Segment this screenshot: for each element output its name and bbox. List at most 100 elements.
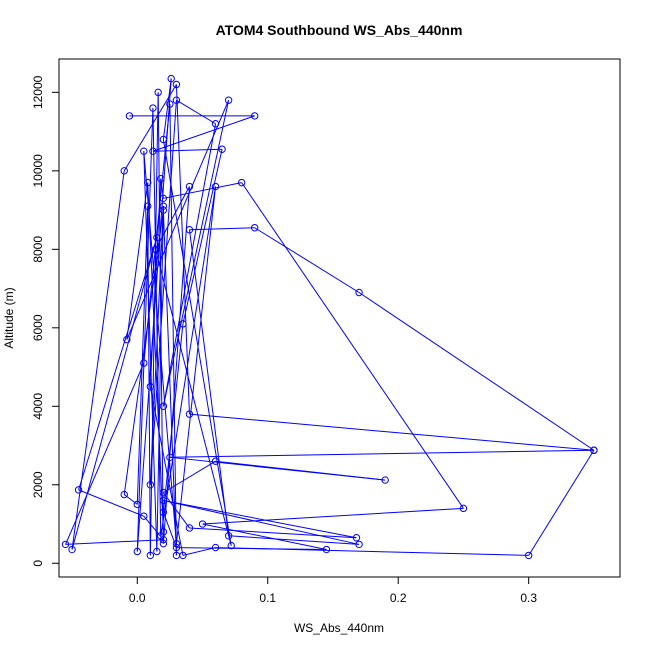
data-point [140, 512, 148, 520]
data-point [211, 182, 220, 191]
data-point [153, 233, 161, 242]
data-point [159, 488, 168, 497]
data-point [172, 539, 181, 548]
data-point [159, 508, 168, 516]
series-segment [162, 186, 190, 544]
data-point [140, 359, 148, 367]
data-point [185, 410, 194, 418]
series-segment [358, 292, 595, 451]
data-point [159, 135, 168, 144]
data-point [149, 104, 157, 112]
series-segment [126, 100, 230, 340]
data-point [172, 96, 181, 104]
y-tick-label: 4000 [31, 393, 45, 420]
series-segment [123, 494, 138, 505]
series-segment [162, 78, 172, 140]
series-segment [188, 229, 230, 536]
series-segment [175, 84, 190, 415]
series-segment [155, 249, 232, 546]
y-axis-label: Altitude (m) [2, 287, 16, 348]
data-point [172, 543, 181, 552]
series-segment [254, 227, 360, 293]
series-segment [143, 515, 164, 541]
series-segment [136, 206, 149, 505]
y-tick-label: 10000 [31, 154, 45, 188]
data-point [250, 224, 259, 232]
series-segment [160, 186, 217, 536]
data-point [224, 532, 233, 540]
data-point [211, 457, 220, 465]
series-segment [78, 489, 144, 517]
series-segment [163, 499, 357, 539]
series-segment [162, 123, 217, 407]
data-point [172, 551, 181, 560]
series-segment [241, 182, 464, 509]
y-tick-label: 2000 [31, 471, 45, 498]
data-point [166, 453, 174, 462]
y-tick-label: 0 [31, 560, 45, 567]
data-point [133, 500, 141, 509]
series-segment [162, 323, 184, 513]
data-point [167, 74, 175, 83]
data-point [211, 120, 220, 128]
series-segment [123, 210, 164, 495]
data-point [120, 167, 128, 175]
data-point [140, 147, 148, 155]
data-point [237, 178, 246, 187]
series-segment [149, 386, 184, 556]
data-point [524, 551, 533, 560]
x-tick-label: 0.0 [129, 591, 146, 605]
data-point [159, 202, 168, 210]
data-point [154, 88, 162, 97]
data-point [198, 520, 207, 528]
series-segment [175, 186, 217, 544]
series-segment [163, 499, 360, 545]
data-point [159, 536, 168, 544]
series-segment [215, 460, 386, 481]
data-point [149, 147, 157, 155]
series-segment [215, 547, 529, 556]
data-point [352, 534, 361, 542]
data-point [146, 382, 155, 391]
series-segment [189, 413, 594, 451]
series-segment [228, 535, 360, 545]
x-axis: 0.0 0.1 0.2 0.3 [129, 576, 537, 605]
data-point [185, 226, 194, 234]
series-segment [182, 547, 216, 556]
series-segment [71, 170, 125, 550]
series-segment [189, 527, 357, 539]
y-axis: 0 2000 4000 6000 8000 10000 12000 [31, 75, 60, 567]
series-segment [147, 182, 164, 532]
data-point [157, 532, 165, 540]
series-segment [152, 108, 162, 536]
data-point [74, 486, 83, 494]
series-segment [528, 449, 595, 556]
data-point [224, 96, 233, 104]
series-segment [156, 206, 164, 552]
series-segment [152, 115, 255, 152]
series-segment [65, 539, 164, 545]
series-segment [202, 507, 464, 525]
x-tick-label: 0.2 [390, 591, 407, 605]
data-point [159, 496, 168, 505]
data-point [159, 539, 168, 548]
series-segment [169, 449, 594, 458]
data-point [144, 202, 152, 210]
series-segment [155, 186, 190, 250]
y-tick-label: 8000 [31, 236, 45, 263]
x-tick-label: 0.3 [520, 591, 537, 605]
data-point [125, 112, 134, 120]
data-point [159, 194, 168, 203]
y-tick-label: 12000 [31, 75, 45, 109]
series-segment [162, 492, 190, 529]
data-point [355, 540, 363, 549]
data-point [61, 540, 70, 549]
data-point [68, 545, 76, 554]
series-segment [162, 139, 232, 546]
data-point [144, 178, 152, 187]
x-tick-label: 0.1 [259, 591, 276, 605]
data-point [159, 206, 168, 214]
data-point [123, 335, 131, 344]
